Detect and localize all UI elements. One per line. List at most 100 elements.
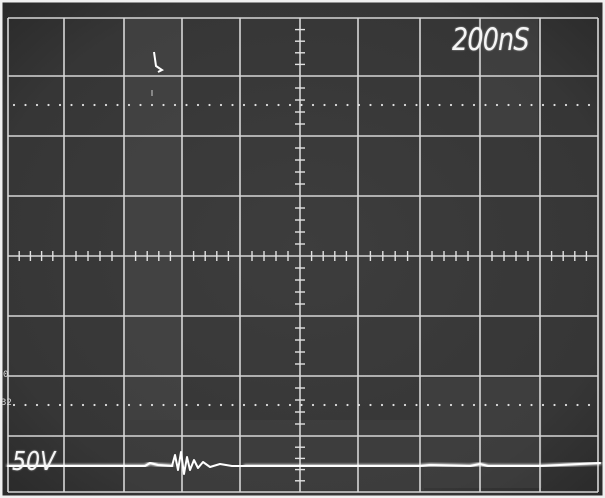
- graticule-dot: [415, 104, 417, 106]
- graticule-dot: [13, 104, 15, 106]
- graticule-dot: [93, 404, 95, 406]
- graticule-dot: [254, 404, 256, 406]
- graticule-dot: [13, 404, 15, 406]
- graticule-dot: [496, 104, 498, 106]
- graticule-dot: [323, 404, 325, 406]
- graticule-dot: [208, 104, 210, 106]
- graticule-dot: [128, 404, 130, 406]
- graticule-dot: [565, 104, 567, 106]
- graticule-dot: [381, 404, 383, 406]
- graticule-dot: [576, 104, 578, 106]
- graticule-dot: [392, 104, 394, 106]
- graticule-dot: [415, 404, 417, 406]
- graticule-dot: [484, 404, 486, 406]
- graticule-dot: [231, 404, 233, 406]
- graticule-dot: [530, 104, 532, 106]
- graticule-dot: [36, 404, 38, 406]
- graticule-dot: [243, 404, 245, 406]
- graticule-dot: [82, 404, 84, 406]
- graticule-dot: [254, 104, 256, 106]
- graticule-dot: [427, 104, 429, 106]
- left-edge-mark-top: 0: [3, 370, 8, 380]
- graticule-dot: [277, 404, 279, 406]
- graticule-dot: [404, 104, 406, 106]
- left-edge-mark-bottom: 32: [1, 398, 12, 408]
- graticule-dot: [70, 404, 72, 406]
- graticule-dot: [323, 104, 325, 106]
- graticule-dot: [312, 404, 314, 406]
- graticule-dot: [243, 104, 245, 106]
- graticule-dot: [105, 104, 107, 106]
- graticule-dot: [174, 104, 176, 106]
- graticule-dot: [139, 104, 141, 106]
- graticule-dot: [162, 404, 164, 406]
- graticule-dot: [93, 104, 95, 106]
- graticule-dot: [473, 104, 475, 106]
- graticule-dot: [346, 104, 348, 106]
- graticule-dot: [576, 404, 578, 406]
- graticule-dot: [82, 104, 84, 106]
- graticule-dot: [473, 404, 475, 406]
- graticule-dot: [588, 404, 590, 406]
- graticule-dot: [116, 104, 118, 106]
- graticule-dot: [427, 404, 429, 406]
- graticule-dot: [266, 404, 268, 406]
- graticule-dot: [24, 404, 26, 406]
- graticule-dot: [70, 104, 72, 106]
- graticule-dot: [289, 404, 291, 406]
- graticule-dot: [59, 404, 61, 406]
- graticule-dot: [519, 104, 521, 106]
- graticule-dot: [162, 104, 164, 106]
- graticule-dot: [220, 404, 222, 406]
- graticule-dot: [519, 404, 521, 406]
- graticule-dot: [128, 104, 130, 106]
- graticule-dot: [300, 404, 302, 406]
- graticule-dot: [220, 104, 222, 106]
- graticule-dot: [496, 404, 498, 406]
- graticule-dot: [392, 404, 394, 406]
- graticule-dot: [36, 104, 38, 106]
- graticule-dot: [346, 404, 348, 406]
- graticule-dot: [381, 104, 383, 106]
- graticule-dot: [59, 104, 61, 106]
- graticule-dot: [47, 404, 49, 406]
- graticule-dot: [542, 404, 544, 406]
- graticule-dot: [461, 404, 463, 406]
- graticule-dot: [530, 404, 532, 406]
- graticule-dot: [300, 104, 302, 106]
- graticule-dot: [335, 404, 337, 406]
- graticule-dot: [151, 404, 153, 406]
- graticule-dot: [542, 104, 544, 106]
- graticule-dot: [404, 404, 406, 406]
- graticule-dot: [197, 104, 199, 106]
- graticule-dot: [553, 404, 555, 406]
- graticule-dot: [185, 404, 187, 406]
- graticule-dot: [197, 404, 199, 406]
- graticule-dot: [335, 104, 337, 106]
- graticule-dot: [438, 104, 440, 106]
- graticule-dot: [507, 404, 509, 406]
- graticule-dot: [369, 104, 371, 106]
- graticule-dot: [47, 104, 49, 106]
- graticule-dot: [208, 404, 210, 406]
- graticule-dot: [565, 404, 567, 406]
- graticule-dot: [231, 104, 233, 106]
- graticule-dot: [185, 104, 187, 106]
- graticule-dot: [151, 104, 153, 106]
- graticule-dot: [116, 404, 118, 406]
- timebase-label: 200nS: [452, 22, 529, 58]
- graticule-dot: [105, 404, 107, 406]
- graticule-dot: [24, 104, 26, 106]
- graticule-dot: [438, 404, 440, 406]
- graticule-dot: [553, 104, 555, 106]
- graticule-dot: [277, 104, 279, 106]
- graticule-dot: [358, 404, 360, 406]
- graticule-dot: [507, 104, 509, 106]
- graticule-dot: [588, 104, 590, 106]
- graticule-dot: [139, 404, 141, 406]
- graticule-dot: [266, 104, 268, 106]
- graticule-dot: [461, 104, 463, 106]
- graticule-dot: [450, 404, 452, 406]
